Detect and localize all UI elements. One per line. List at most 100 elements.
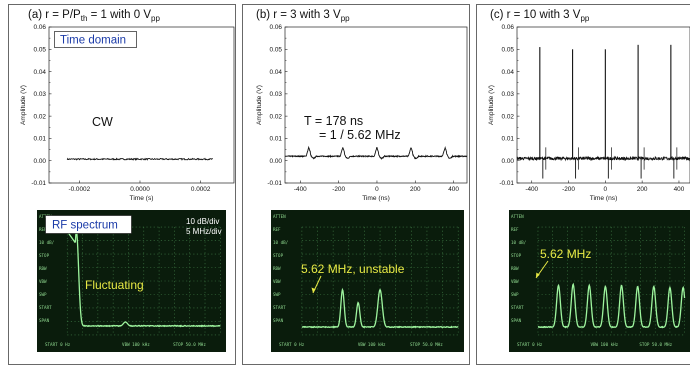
scope-osd-side: SWP [39,292,47,297]
scope-trace [301,287,459,329]
x-tick-label: 0.0002 [191,186,211,193]
scope-osd-side: STOP [273,253,284,258]
scope-trace [66,230,221,328]
scope-osd-vbw: VBW 100 kHz [122,342,150,347]
scope-osd-stop: STOP 50.0 MHz [639,342,672,347]
panel-c-title: (c) r = 10 with 3 Vpp [490,9,590,23]
scope-osd-side: START [511,305,524,310]
scope-osd-start: START 0 Hz [45,342,71,347]
scope-osd-stop: STOP 50.0 MHz [173,342,206,347]
scope-osd-start: START 0 Hz [279,342,305,347]
scope-trace [537,282,686,329]
panel-b-title: (b) r = 3 with 3 Vpp [256,9,350,23]
y-tick-label: 0.01 [34,136,47,143]
x-tick-label: -200 [562,186,575,193]
x-tick-label: -0.0002 [68,186,90,193]
y-tick-label: -0.01 [499,180,514,187]
x-axis-label: Time (ns) [362,195,390,202]
y-tick-label: 0.01 [270,136,283,143]
scope-osd-side: STOP [511,253,522,258]
scope-osd-side: 10 dB/ [511,240,527,245]
rf-spectrum-label: RF spectrum [52,220,118,232]
scope-osd-vbw: VBW 100 kHz [358,342,386,347]
y-axis-label: Amplitude (V) [256,85,263,125]
scope-osd-side: REF [39,227,47,232]
x-tick-label: 400 [674,186,685,193]
y-tick-label: 0.04 [502,69,515,76]
y-tick-label: 0.06 [502,24,515,31]
scope-osd-side: SPAN [511,318,522,323]
y-tick-label: 0.03 [270,91,283,98]
rep-rate-label: 5.62 MHz [540,247,591,261]
unstable-arrowhead [311,287,316,293]
scope-osd-side: VBW [511,279,519,284]
y-tick-label: 0.02 [270,113,283,120]
panel-c-axes: 0.06 0.05 0.04 0.03 0.02 0.01 0.00 -0.01 -400 -20… [488,24,690,202]
scope-osd-vbw: VBW 100 kHz [590,342,618,347]
x-axis-label: Time (s) [130,195,154,202]
scope-osd-side: RBW [511,266,519,271]
panel-b-axes: 0.06 0.05 0.04 0.03 0.02 0.01 0.00 -0.01 -400 -20… [256,24,468,202]
x-tick-label: -200 [332,186,345,193]
y-tick-label: 0.06 [270,24,283,31]
pulse-trace-b [284,145,468,160]
y-tick-label: 0.02 [34,113,47,120]
y-tick-label: 0.00 [270,158,283,165]
x-tick-label: -400 [525,186,538,193]
y-tick-label: 0.05 [34,46,47,53]
y-axis-label: Amplitude (V) [20,85,27,125]
y-tick-label: 0.03 [34,91,47,98]
scope-osd-side: 10 dB/ [273,240,289,245]
scope-osd-side: START [39,305,52,310]
time-domain-box [54,31,137,48]
scope-osd-stop: STOP 50.0 MHz [410,342,443,347]
y-tick-label: -0.01 [31,180,46,187]
y-tick-label: 0.04 [270,69,283,76]
panel-a-title: (a) r = P/Pth = 1 with 0 Vpp [28,9,160,23]
scope-osd-side: REF [511,227,519,232]
scope-osd-side: SPAN [39,318,50,323]
y-axis-label: Amplitude (V) [488,85,495,125]
scope-osd-side: ATTEN [511,214,524,219]
y-tick-label: 0.04 [34,69,47,76]
x-tick-label: 200 [410,186,421,193]
scope-osd-side: ATTEN [273,214,286,219]
scope-osd-side: REF [273,227,281,232]
rf-scale-mhz: 5 MHz/div [186,227,222,236]
unstable-label: 5.62 MHz, unstable [301,262,405,276]
time-domain-label: Time domain [60,35,126,47]
scope-osd-side: SWP [273,292,281,297]
scope-osd-side: RBW [273,266,281,271]
y-tick-label: 0.06 [34,24,47,31]
x-tick-label: -400 [294,186,307,193]
scope-osd-side: 10 dB/ [39,240,55,245]
y-tick-label: 0.05 [270,46,283,53]
scope-osd-side: START [273,305,286,310]
y-tick-label: 0.01 [502,136,515,143]
y-tick-label: 0.00 [502,158,515,165]
scope-osd-side: VBW [273,279,281,284]
x-tick-label: 400 [448,186,459,193]
rf-spectrum-photo-c: ATTEN REF 10 dB/STOP RBW VBW SWP START SPAN STAR… [509,210,690,352]
period-annotation-line2: = 1 / 5.62 MHz [319,128,401,142]
x-tick-label: 0 [604,186,608,193]
cw-annotation: CW [92,115,113,129]
rep-rate-arrowhead [536,272,540,278]
rf-scale-db: 10 dB/div [186,217,219,226]
y-tick-label: -0.01 [267,180,282,187]
x-axis-label: Time (ns) [590,195,618,202]
panel-c-frame [476,4,690,365]
scope-osd-side: SPAN [273,318,284,323]
x-tick-label: 200 [637,186,648,193]
rf-spectrum-box [45,215,132,234]
scope-osd-side: SWP [511,292,519,297]
x-tick-label: 0.0000 [130,186,150,193]
plot-frame [284,26,468,184]
x-tick-label: 0 [375,186,379,193]
y-tick-label: 0.00 [34,158,47,165]
y-tick-label: 0.02 [502,113,515,120]
panel-b-frame [242,4,470,365]
scope-osd-side: STOP [39,253,50,258]
scope-osd-side: RBW [39,266,47,271]
